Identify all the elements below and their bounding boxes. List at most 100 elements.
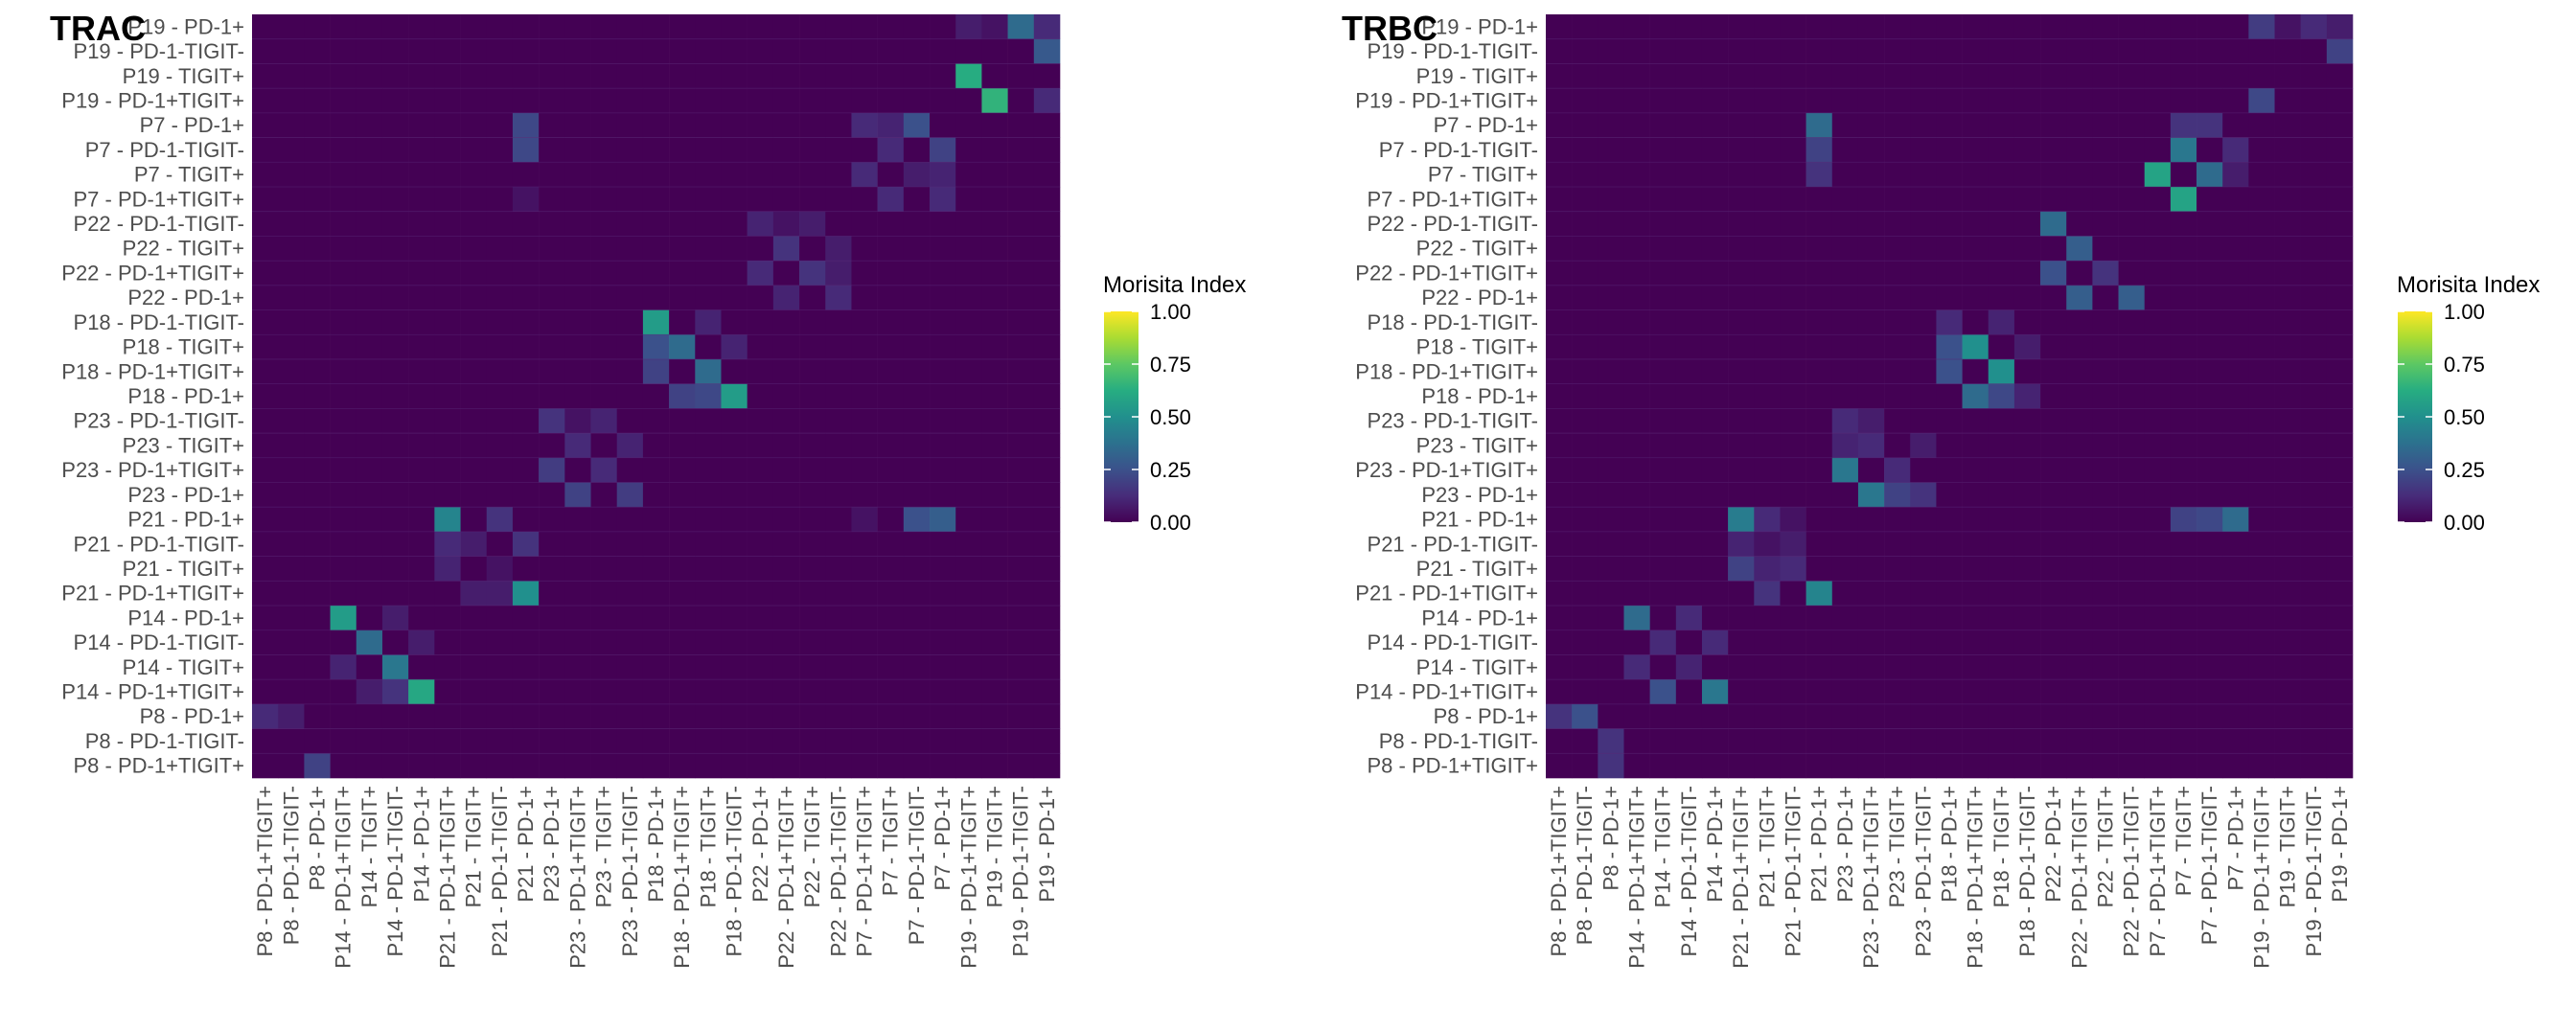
heatmap-cell bbox=[1806, 507, 1833, 533]
heatmap-cell bbox=[304, 654, 331, 680]
heatmap-cell bbox=[2170, 728, 2197, 754]
heatmap-cell bbox=[1857, 88, 1885, 114]
heatmap-cell bbox=[2274, 88, 2301, 114]
trbc-heatmap-panel: P19 - PD-1+P19 - PD-1-TIGIT-P19 - TIGIT+… bbox=[1342, 9, 2540, 969]
heatmap-cell bbox=[721, 236, 748, 262]
heatmap-cell bbox=[564, 211, 591, 237]
heatmap-cell bbox=[1988, 38, 2015, 64]
heatmap-cell bbox=[381, 679, 409, 705]
heatmap-cell bbox=[721, 334, 748, 360]
heatmap-cell bbox=[564, 507, 591, 533]
heatmap-cell bbox=[486, 285, 514, 310]
heatmap-cell bbox=[1936, 581, 1963, 607]
heatmap-cell bbox=[2170, 531, 2197, 557]
heatmap-cell bbox=[669, 629, 696, 655]
heatmap-cell bbox=[1728, 162, 1755, 188]
heatmap-cell bbox=[1701, 531, 1729, 557]
heatmap-cell bbox=[1623, 753, 1650, 779]
heatmap-cell bbox=[877, 358, 905, 384]
heatmap-cell bbox=[2118, 654, 2146, 680]
heatmap-cell bbox=[1962, 728, 1990, 754]
heatmap-cell bbox=[2144, 162, 2172, 188]
heatmap-cell bbox=[1754, 236, 1781, 262]
heatmap-cell bbox=[616, 261, 644, 286]
heatmap-cell bbox=[1806, 162, 1833, 188]
x-tick-label: P7 - TIGIT+ bbox=[2172, 786, 2196, 896]
heatmap-cell bbox=[695, 186, 722, 212]
heatmap-cell bbox=[642, 654, 670, 680]
heatmap-cell bbox=[486, 14, 514, 40]
heatmap-cell bbox=[460, 334, 488, 360]
x-tick-label: P8 - PD-1+TIGIT+ bbox=[1547, 786, 1571, 957]
y-tick-label: P8 - PD-1+TIGIT+ bbox=[74, 754, 245, 778]
heatmap-cell bbox=[851, 162, 878, 188]
heatmap-cell bbox=[2248, 457, 2275, 483]
heatmap-cell bbox=[2013, 14, 2041, 40]
heatmap-cell bbox=[1780, 556, 1806, 582]
heatmap-cell bbox=[851, 457, 878, 483]
heatmap-cell bbox=[1780, 211, 1806, 237]
heatmap-cell bbox=[539, 285, 565, 310]
heatmap-cell bbox=[460, 309, 488, 335]
heatmap-cell bbox=[1598, 629, 1624, 655]
heatmap-cell bbox=[955, 408, 982, 434]
heatmap-cell bbox=[2013, 581, 2041, 607]
heatmap-cell bbox=[381, 14, 409, 40]
heatmap-cell bbox=[408, 531, 435, 557]
heatmap-cell bbox=[330, 556, 357, 582]
heatmap-cell bbox=[981, 606, 1008, 631]
heatmap-cell bbox=[1701, 285, 1729, 310]
heatmap-cell bbox=[1598, 63, 1624, 89]
heatmap-cell bbox=[981, 654, 1008, 680]
heatmap-cell bbox=[512, 137, 540, 163]
heatmap-cell bbox=[1936, 408, 1963, 434]
heatmap-cell bbox=[1962, 358, 1990, 384]
heatmap-cell bbox=[408, 358, 435, 384]
heatmap-cell bbox=[539, 334, 565, 360]
heatmap-cell bbox=[1728, 309, 1755, 335]
x-tick-label: P19 - PD-1+ bbox=[1035, 786, 1059, 903]
heatmap-cell bbox=[1962, 14, 1990, 40]
heatmap-cell bbox=[408, 581, 435, 607]
heatmap-cell bbox=[1857, 137, 1885, 163]
heatmap-cell bbox=[1623, 654, 1650, 680]
heatmap-cell bbox=[981, 285, 1008, 310]
heatmap-cell bbox=[1728, 507, 1755, 533]
heatmap-cell bbox=[330, 457, 357, 483]
heatmap-cell bbox=[851, 334, 878, 360]
heatmap-cell bbox=[642, 408, 670, 434]
heatmap-cell bbox=[2300, 482, 2328, 508]
x-tick-label: P14 - PD-1+ bbox=[409, 786, 433, 903]
heatmap-cell bbox=[1598, 433, 1624, 459]
heatmap-cell bbox=[1988, 606, 2015, 631]
heatmap-cell bbox=[1728, 703, 1755, 729]
heatmap-cell bbox=[2013, 137, 2041, 163]
heatmap-cell bbox=[1728, 358, 1755, 384]
heatmap-cell bbox=[1546, 482, 1573, 508]
heatmap-cell bbox=[460, 703, 488, 729]
heatmap-cell bbox=[747, 38, 774, 64]
heatmap-cell bbox=[1728, 531, 1755, 557]
heatmap-cell bbox=[1936, 482, 1963, 508]
heatmap-cell bbox=[486, 606, 514, 631]
heatmap-cell bbox=[903, 457, 931, 483]
heatmap-cell bbox=[825, 334, 852, 360]
heatmap-cell bbox=[2040, 629, 2067, 655]
heatmap-cell bbox=[539, 383, 565, 409]
heatmap-cell bbox=[2222, 728, 2249, 754]
heatmap-cell bbox=[2144, 581, 2172, 607]
heatmap-cell bbox=[512, 334, 540, 360]
heatmap-cell bbox=[512, 408, 540, 434]
x-tick-label: P14 - TIGIT+ bbox=[357, 786, 381, 907]
heatmap-cell bbox=[460, 186, 488, 212]
heatmap-cell bbox=[930, 581, 956, 607]
heatmap-cell bbox=[2040, 334, 2067, 360]
heatmap-cell bbox=[616, 457, 644, 483]
y-tick-label: P19 - PD-1+ bbox=[127, 14, 244, 38]
y-tick-label: P22 - TIGIT+ bbox=[123, 237, 244, 261]
heatmap-cell bbox=[930, 285, 956, 310]
heatmap-cell bbox=[1675, 14, 1703, 40]
heatmap-cell bbox=[1701, 703, 1729, 729]
heatmap-cell bbox=[486, 236, 514, 262]
heatmap-cell bbox=[2248, 309, 2275, 335]
